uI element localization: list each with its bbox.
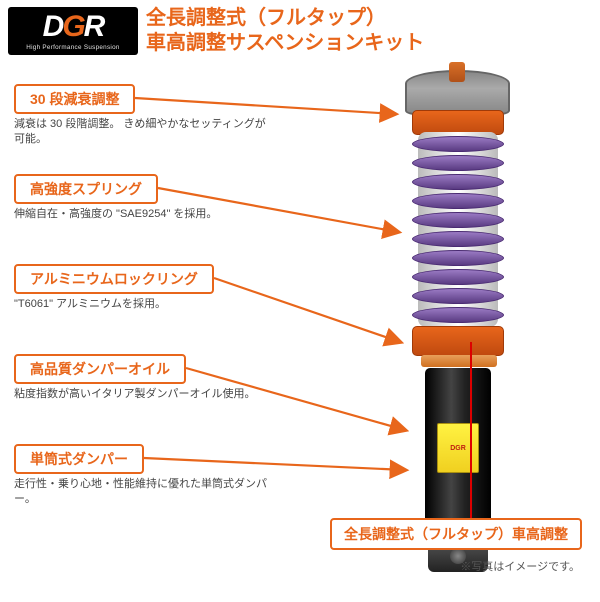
damper-body: DGR	[425, 368, 491, 543]
page-title: 全長調整式（フルタップ） 車高調整サスペンションキット	[146, 6, 424, 56]
product-illustration: DGR	[370, 70, 545, 570]
feature-tag: 30 段減衰調整	[14, 84, 135, 114]
warning-sticker: DGR	[437, 423, 479, 473]
top-mount	[405, 70, 510, 115]
logo-tagline: High Performance Suspension	[26, 44, 120, 51]
feature-desc: "T6061" アルミニウムを採用。	[14, 297, 214, 312]
feature-4: 単筒式ダンパー走行性・乗り心地・性能維持に優れた単筒式ダンパー。	[14, 444, 274, 508]
red-indicator-v	[470, 342, 472, 522]
coil-spring	[412, 136, 504, 326]
logo-text: DGR	[43, 12, 104, 42]
brand-logo: DGR High Performance Suspension	[8, 7, 138, 55]
feature-3: 高品質ダンパーオイル粘度指数が高いイタリア製ダンパーオイル使用。	[14, 354, 256, 402]
feature-desc: 減衰は 30 段階調整。 きめ細やかなセッティングが可能。	[14, 117, 274, 148]
bottom-feature-tag: 全長調整式（フルタップ）車高調整	[330, 518, 582, 550]
feature-tag: 単筒式ダンパー	[14, 444, 144, 474]
feature-tag: 高強度スプリング	[14, 174, 158, 204]
image-disclaimer: ※写真はイメージです。	[460, 558, 580, 574]
feature-1: 高強度スプリング伸縮自在・高強度の "SAE9254" を採用。	[14, 174, 217, 222]
feature-0: 30 段減衰調整減衰は 30 段階調整。 きめ細やかなセッティングが可能。	[14, 84, 274, 148]
feature-desc: 粘度指数が高いイタリア製ダンパーオイル使用。	[14, 387, 256, 402]
feature-2: アルミニウムロックリング "T6061" アルミニウムを採用。	[14, 264, 214, 312]
feature-tag: アルミニウムロックリング	[14, 264, 214, 294]
diagram-area: DGR 30 段減衰調整減衰は 30 段階調整。 きめ細やかなセッティングが可能…	[0, 62, 600, 592]
feature-tag: 高品質ダンパーオイル	[14, 354, 186, 384]
feature-desc: 走行性・乗り心地・性能維持に優れた単筒式ダンパー。	[14, 477, 274, 508]
feature-desc: 伸縮自在・高強度の "SAE9254" を採用。	[14, 207, 217, 222]
lock-ring	[412, 326, 504, 356]
